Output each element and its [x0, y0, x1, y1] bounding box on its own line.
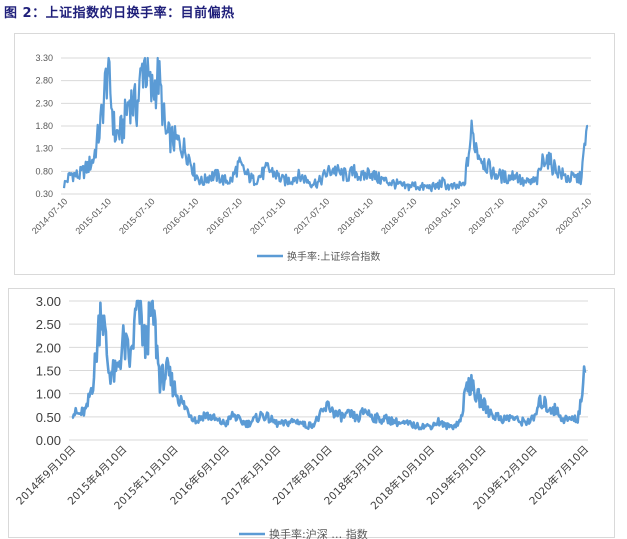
y-tick-label: 0.50: [36, 410, 61, 425]
y-tick-label: 1.50: [36, 364, 61, 379]
y-tick-label: 0.00: [36, 433, 61, 448]
y-tick-label: 2.00: [36, 340, 61, 355]
y-tick-label: 2.30: [35, 98, 53, 108]
y-tick-label: 0.80: [35, 166, 53, 176]
x-tick-label: 2015-07-10: [117, 196, 157, 236]
y-tick-label: 2.50: [36, 317, 61, 332]
y-tick-label: 3.30: [35, 53, 53, 63]
x-tick-label: 2019-07-10: [466, 196, 506, 236]
x-tick-label: 2016-01-10: [161, 196, 201, 236]
y-tick-label: 0.30: [35, 189, 53, 199]
chart-bottom-turnover: 0.00 0.50 1.00 1.50 2.00 2.50 3.00 2014年9月10日 20…: [8, 288, 615, 539]
x-tick-label: 2017-07-10: [292, 196, 332, 236]
y-tick-label: 1.80: [35, 121, 53, 131]
x-tick-label: 2019-01-10: [423, 196, 463, 236]
y-tick-label: 1.00: [36, 387, 61, 402]
figure-title: 图 2：上证指数的日换手率：目前偏热: [4, 6, 235, 21]
legend-label: 换手率:上证综合指数: [287, 250, 380, 263]
series-line: [71, 299, 587, 431]
x-tick-label: 2020-07-10: [554, 196, 594, 236]
series-line: [62, 56, 589, 193]
legend: 换手率:上证综合指数: [257, 250, 380, 263]
x-tick-label: 2018-07-10: [379, 196, 419, 236]
x-tick-label: 2014-07-10: [30, 196, 70, 236]
x-tick-label: 2017-01-10: [248, 196, 288, 236]
y-tick-label: 2.80: [35, 76, 53, 86]
y-tick-label: 1.30: [35, 144, 53, 154]
x-tick-label: 2016-07-10: [204, 196, 244, 236]
chart-top-shanghai-turnover: 0.30 0.80 1.30 1.80 2.30 2.80 3.30 2014-07-10 20…: [14, 33, 615, 275]
chart-bottom-svg: 0.000.501.001.502.002.503.002014年9月10日20…: [14, 294, 592, 539]
x-tick-label: 2018-01-10: [335, 196, 375, 236]
x-tick-label: 2020-01-10: [510, 196, 550, 236]
x-tick-label: 2015-01-10: [73, 196, 113, 236]
y-tick-label: 3.00: [36, 294, 61, 309]
